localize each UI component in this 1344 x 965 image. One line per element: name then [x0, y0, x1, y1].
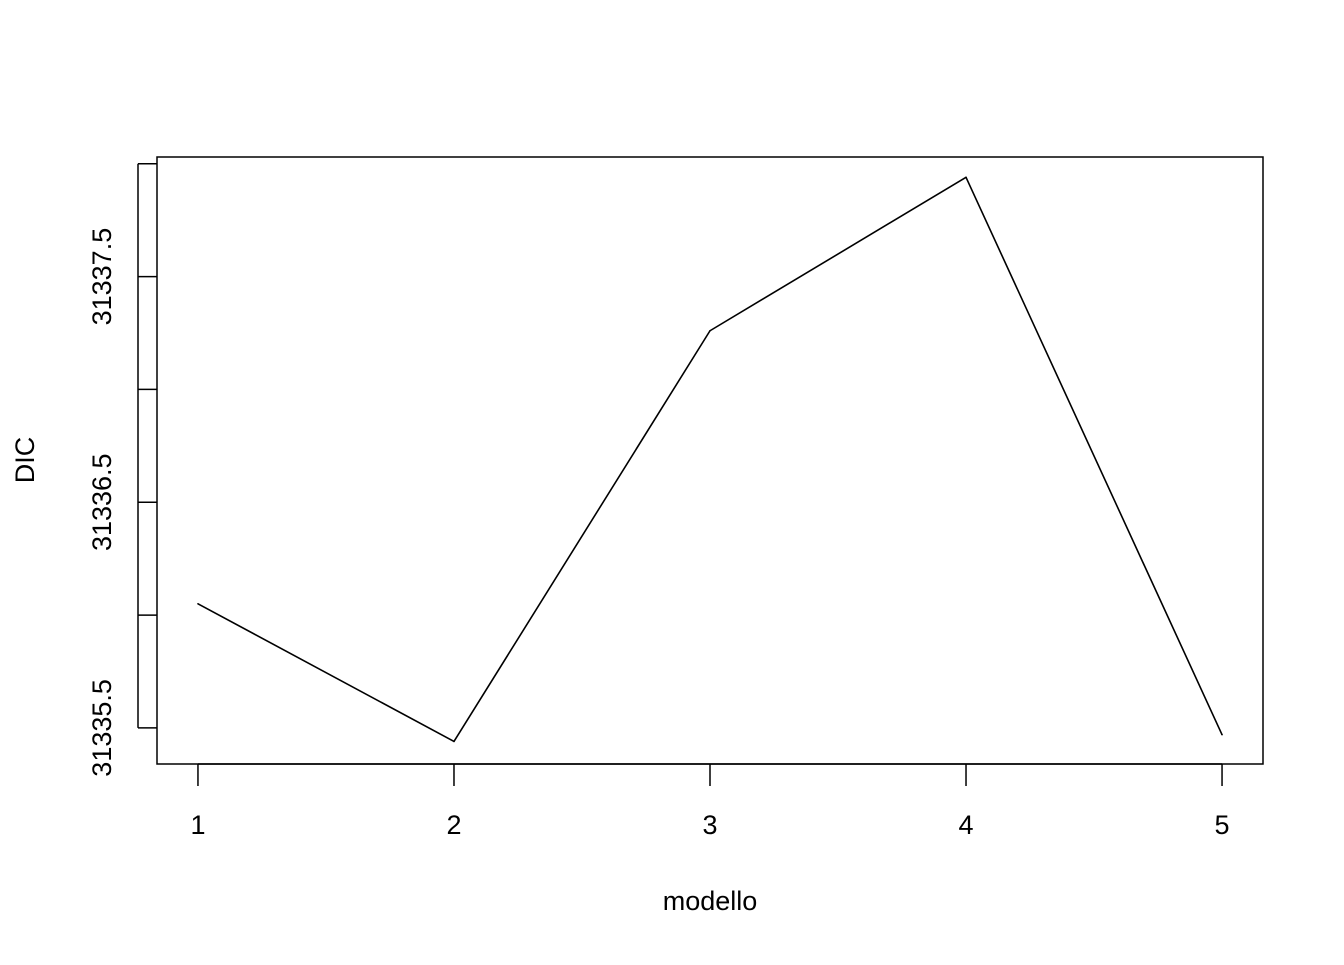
series-line: [197, 176, 1223, 743]
x-tick-label: 4: [959, 810, 974, 840]
y-tick-label: 31336.5: [87, 453, 117, 551]
y-tick-label: 31335.5: [87, 679, 117, 777]
data-point: [1221, 733, 1223, 736]
y-axis-label: DIC: [10, 437, 40, 484]
data-point: [709, 329, 711, 332]
x-tick-label: 1: [190, 810, 205, 840]
series-layer: [197, 176, 1223, 743]
x-axis-label: modello: [663, 886, 758, 916]
x-axis: 1 2 3 4 5: [190, 763, 1230, 840]
x-tick-label: 3: [702, 810, 717, 840]
data-point: [197, 602, 199, 605]
plot-frame: [156, 156, 1264, 765]
x-tick-label: 5: [1215, 810, 1230, 840]
y-axis: 31335.5 31336.5 31337.5: [87, 163, 157, 777]
data-point: [965, 176, 967, 179]
y-tick-label: 31337.5: [87, 228, 117, 326]
x-tick-label: 2: [446, 810, 461, 840]
data-point: [453, 740, 455, 743]
